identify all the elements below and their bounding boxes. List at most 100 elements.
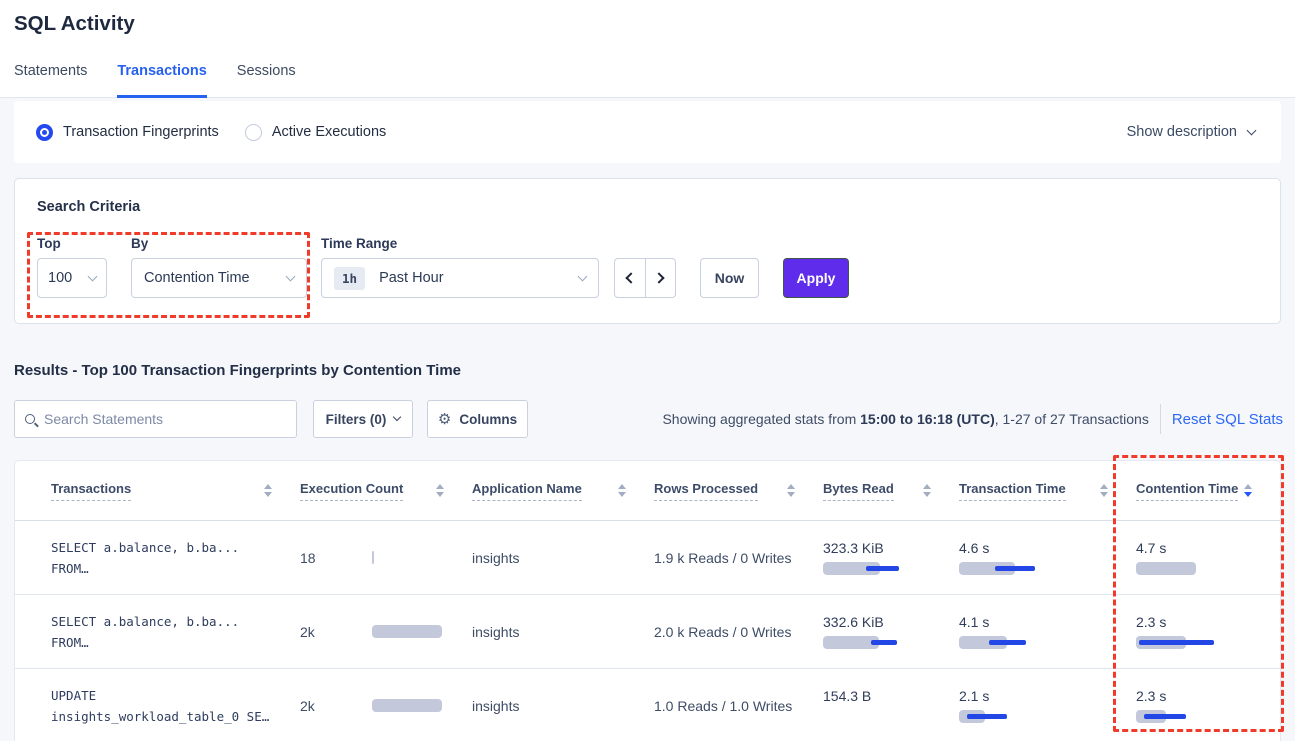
top-label: Top [37,236,61,251]
radio-transaction-fingerprints[interactable]: Transaction Fingerprints [36,123,219,141]
reset-sql-stats-link[interactable]: Reset SQL Stats [1171,410,1283,428]
chevron-down-icon [1246,125,1257,135]
application-name-cell: insights [472,623,520,640]
execution-count-bar [372,625,472,638]
transaction-fingerprint-link[interactable]: SELECT a.balance, b.ba... FROM… [51,539,240,576]
filters-button[interactable]: Filters (0) [313,400,413,438]
tab-transactions[interactable]: Transactions [117,62,207,98]
time-nav-buttons [614,258,676,298]
bytes-read-bar [823,636,923,649]
time-prev-button[interactable] [615,259,645,297]
search-statements-box[interactable] [14,400,297,438]
search-statements-input[interactable] [44,411,286,427]
execution-count-cell: 2k [300,698,472,714]
application-name-cell: insights [472,549,520,566]
top-select-value: 100 [48,270,73,286]
time-range-select[interactable]: 1h Past Hour [321,258,599,298]
top-select[interactable]: 100 [37,258,107,298]
results-heading: Results - Top 100 Transaction Fingerprin… [14,362,462,379]
contention-time-bar [1136,710,1236,723]
application-name-cell: insights [472,697,520,714]
stats-time-range: 15:00 to 16:18 (UTC) [860,411,995,427]
view-toggle-card: Transaction Fingerprints Active Executio… [14,101,1281,163]
contention-time-cell: 2.3 s [1136,688,1280,723]
transaction-time-cell: 4.6 s [959,540,1136,575]
chevron-down-icon [393,412,402,422]
page-title: SQL Activity [14,12,135,35]
filters-label: Filters (0) [325,411,387,427]
radio-selected-icon[interactable] [36,123,53,141]
contention-time-cell: 4.7 s [1136,540,1280,575]
transaction-time-bar [959,562,1059,575]
column-header-bytes-read[interactable]: Bytes Read [823,481,959,501]
tab-statements[interactable]: Statements [14,63,88,79]
transaction-time-cell: 4.1 s [959,614,1136,649]
bytes-read-cell: 323.3 KiB [823,540,959,575]
table-row[interactable]: SELECT a.balance, b.ba... FROM… 2k insigh… [15,595,1280,669]
time-next-button[interactable] [644,259,676,297]
sort-icon[interactable] [618,484,626,497]
radio-label: Active Executions [271,124,387,140]
stats-area: Showing aggregated stats from 15:00 to 1… [662,400,1283,438]
show-description-label: Show description [1126,124,1237,140]
results-toolbar: Filters (0) ⚙ Columns Showing aggregated… [0,400,1295,438]
radio-active-executions[interactable]: Active Executions [244,123,387,141]
execution-count-bar [372,699,472,712]
table-row[interactable]: UPDATE insights_workload_table_0 SE… 2k i… [15,669,1280,741]
column-header-application-name[interactable]: Application Name [472,481,654,501]
transaction-time-bar [959,636,1059,649]
page-header: SQL Activity Statements Transactions Ses… [0,0,1295,98]
chevron-down-icon [87,271,98,281]
columns-label: Columns [459,411,518,427]
search-criteria-heading: Search Criteria [37,199,141,215]
time-range-badge: 1h [334,266,366,290]
contention-time-bar [1136,636,1236,649]
column-header-contention-time[interactable]: Contention Time [1136,481,1280,501]
chevron-left-icon [625,272,637,284]
rows-processed-cell: 1.0 Reads / 1.0 Writes [654,697,793,714]
transaction-fingerprint-link[interactable]: SELECT a.balance, b.ba... FROM… [51,613,240,650]
search-criteria-panel: Search Criteria Top By Time Range 100 Co… [14,178,1281,324]
execution-count-cell: 18 [300,550,472,566]
show-description-toggle[interactable]: Show description [1126,124,1257,140]
sort-icon[interactable] [787,484,795,497]
bytes-read-bar [823,562,923,575]
sort-icon[interactable] [436,484,444,497]
time-range-value: Past Hour [379,270,444,286]
by-select[interactable]: Contention Time [131,258,307,298]
sort-icon-active-desc[interactable] [1244,484,1252,497]
radio-label: Transaction Fingerprints [63,124,219,140]
chevron-right-icon [653,272,665,284]
vertical-divider [1159,404,1161,434]
rows-processed-cell: 2.0 k Reads / 0 Writes [654,623,792,640]
radio-unselected-icon[interactable] [244,123,262,141]
table-header-row: Transactions Execution Count Application… [15,461,1280,521]
column-header-rows-processed[interactable]: Rows Processed [654,481,823,501]
tab-sessions[interactable]: Sessions [236,63,296,79]
transaction-time-bar [959,710,1059,723]
transaction-fingerprint-link[interactable]: UPDATE insights_workload_table_0 SE… [51,687,270,724]
column-header-transaction-time[interactable]: Transaction Time [959,481,1136,501]
table-row[interactable]: SELECT a.balance, b.ba... FROM… 18 insigh… [15,521,1280,595]
columns-button[interactable]: ⚙ Columns [427,400,528,438]
execution-count-bar [372,551,472,564]
bytes-read-cell: 332.6 KiB [823,614,959,649]
now-button[interactable]: Now [700,258,759,298]
contention-time-cell: 2.3 s [1136,614,1280,649]
bytes-read-cell: 154.3 B [823,688,872,704]
view-toggle-group: Transaction Fingerprints Active Executio… [36,101,386,163]
transaction-time-cell: 2.1 s [959,688,1136,723]
column-header-transactions[interactable]: Transactions [51,481,300,501]
by-select-value: Contention Time [144,270,250,286]
sort-icon[interactable] [1100,484,1108,497]
sort-icon[interactable] [923,484,931,497]
time-range-label: Time Range [321,236,398,251]
by-label: By [131,236,149,251]
apply-button[interactable]: Apply [783,258,849,298]
rows-processed-cell: 1.9 k Reads / 0 Writes [654,549,792,566]
sort-icon[interactable] [264,484,272,497]
chevron-down-icon [285,271,296,281]
contention-time-bar [1136,562,1236,575]
tab-bar: Statements Transactions Sessions [14,62,296,98]
column-header-execution-count[interactable]: Execution Count [300,481,472,501]
